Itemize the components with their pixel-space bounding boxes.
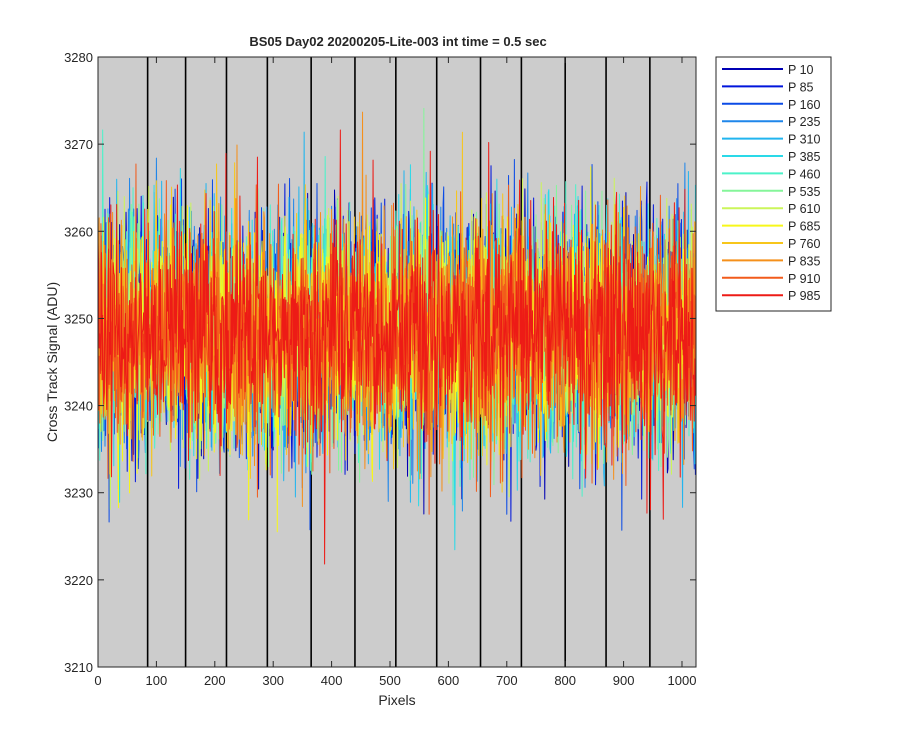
x-tick-label: 600	[438, 673, 460, 688]
legend-box	[715, 56, 832, 312]
legend-label: P 10	[788, 63, 814, 77]
y-tick-label: 3210	[64, 660, 93, 675]
y-tick-label: 3270	[64, 137, 93, 152]
x-tick-label: 900	[613, 673, 635, 688]
y-tick-label: 3240	[64, 399, 93, 414]
y-axis: 3210 3220 3230 3240 3250 3260 3270 3280	[64, 50, 696, 675]
y-tick-label: 3280	[64, 50, 93, 65]
legend-label: P 385	[788, 150, 820, 164]
x-tick-label: 1000	[668, 673, 697, 688]
series-lines	[97, 107, 696, 565]
y-tick-label: 3260	[64, 224, 93, 239]
x-tick-label: 500	[379, 673, 401, 688]
legend-label: P 685	[788, 220, 820, 234]
series-line	[97, 129, 696, 565]
legend-label: P 310	[788, 133, 820, 147]
y-axis-label: Cross Track Signal (ADU)	[44, 282, 60, 442]
plot-frame	[97, 56, 697, 668]
legend-label: P 985	[788, 289, 820, 303]
legend-label: P 535	[788, 185, 820, 199]
legend-label: P 610	[788, 202, 820, 216]
y-tick-label: 3220	[64, 573, 93, 588]
x-tick-label: 0	[94, 673, 101, 688]
legend-label: P 160	[788, 98, 820, 112]
chart-title: BS05 Day02 20200205-Lite-003 int time = …	[249, 34, 546, 49]
legend-label: P 760	[788, 237, 820, 251]
legend-label: P 910	[788, 272, 820, 286]
legend-label: P 835	[788, 254, 820, 268]
x-tick-label: 300	[262, 673, 284, 688]
y-tick-label: 3250	[64, 311, 93, 326]
x-tick-label: 700	[496, 673, 518, 688]
x-axis-label: Pixels	[378, 692, 415, 708]
x-axis: 0 100 200 300 400 500 600 700 800 900 1000	[94, 57, 696, 688]
x-tick-label: 800	[554, 673, 576, 688]
legend: P 10 P 85 P 160 P 235 P 310 P 385 P 460 P 535 P …	[715, 56, 832, 312]
legend-label: P 85	[788, 80, 814, 94]
legend-label: P 235	[788, 115, 820, 129]
x-tick-label: 100	[146, 673, 168, 688]
y-tick-label: 3230	[64, 486, 93, 501]
x-tick-label: 200	[204, 673, 226, 688]
x-tick-label: 400	[321, 673, 343, 688]
legend-label: P 460	[788, 167, 820, 181]
